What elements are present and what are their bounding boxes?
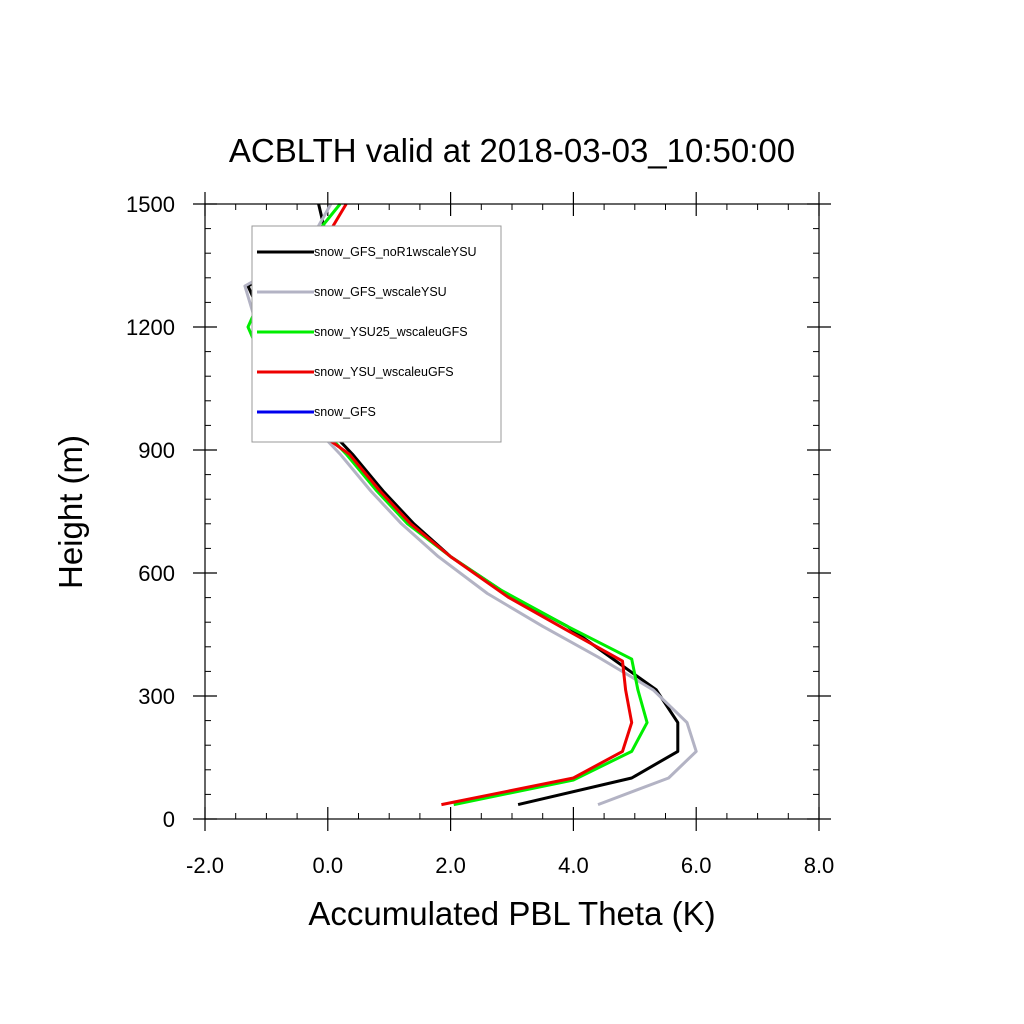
x-tick-label: 0.0 <box>313 853 344 878</box>
legend-label: snow_GFS_noR1wscaleYSU <box>314 245 477 259</box>
x-tick-label: -2.0 <box>186 853 224 878</box>
y-tick-label: 300 <box>138 684 175 709</box>
y-tick-label: 1200 <box>126 315 175 340</box>
legend: snow_GFS_noR1wscaleYSU snow_GFS_wscaleYSU… <box>251 225 502 443</box>
y-tick-label: 0 <box>163 807 175 832</box>
legend-label: snow_YSU_wscaleuGFS <box>314 365 454 379</box>
chart-title: ACBLTH valid at 2018-03-03_10:50:00 <box>229 132 795 169</box>
x-tick-label: 2.0 <box>435 853 466 878</box>
x-axis-label: Accumulated PBL Theta (K) <box>308 895 715 932</box>
x-tick-label: 6.0 <box>681 853 712 878</box>
y-tick-label: 900 <box>138 438 175 463</box>
plot-frame <box>204 203 820 820</box>
legend-label: snow_GFS_wscaleYSU <box>314 285 447 299</box>
y-tick-label: 600 <box>138 561 175 586</box>
x-tick-label: 8.0 <box>804 853 835 878</box>
legend-label: snow_YSU25_wscaleuGFS <box>314 325 468 339</box>
legend-box <box>251 225 502 443</box>
y-tick-label: 1500 <box>126 192 175 217</box>
x-tick-label: 4.0 <box>558 853 589 878</box>
legend-label: snow_GFS <box>314 405 376 419</box>
y-axis-label: Height (m) <box>52 435 89 589</box>
